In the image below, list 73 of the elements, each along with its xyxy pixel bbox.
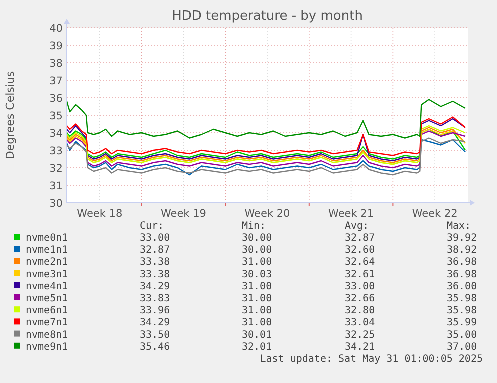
text: 33.96 bbox=[140, 306, 170, 317]
text: 38.92 bbox=[447, 245, 478, 256]
y-tick-label: 37 bbox=[50, 76, 63, 88]
y-axis-title: Degrees Celsius bbox=[4, 71, 17, 160]
text: 30.01 bbox=[242, 330, 272, 341]
x-tick-label: Week 20 bbox=[244, 208, 290, 220]
text: Min: bbox=[242, 220, 266, 232]
y-tick-label: 38 bbox=[50, 58, 63, 70]
text: 32.01 bbox=[242, 342, 272, 353]
text: 30.00 bbox=[242, 245, 272, 256]
x-tick-label: Week 18 bbox=[77, 208, 123, 220]
y-tick-label: 36 bbox=[50, 93, 64, 105]
legend-label: nvme0n1 bbox=[26, 233, 68, 244]
legend-label: nvme7n1 bbox=[26, 318, 68, 329]
y-tick-label: 30 bbox=[50, 198, 63, 210]
y-tick-label: 32 bbox=[50, 163, 63, 175]
legend-label: nvme8n1 bbox=[26, 330, 68, 341]
text: 31.00 bbox=[242, 294, 272, 304]
text: Max: bbox=[447, 220, 472, 232]
text: 32.87 bbox=[345, 233, 376, 244]
text: 36.98 bbox=[447, 269, 478, 280]
text: 32.61 bbox=[345, 269, 376, 280]
y-tick-label: 34 bbox=[50, 128, 64, 140]
y-tick-label: 33 bbox=[50, 146, 63, 158]
text: 32.80 bbox=[345, 306, 376, 317]
text: 32.66 bbox=[345, 294, 376, 304]
text: 32.64 bbox=[345, 257, 376, 268]
text: 34.29 bbox=[140, 318, 170, 329]
text: 33.00 bbox=[140, 233, 170, 244]
text: 36.00 bbox=[447, 281, 478, 292]
text: 33.38 bbox=[140, 257, 170, 268]
text: 32.87 bbox=[140, 245, 170, 256]
x-tick-label: Week 22 bbox=[412, 208, 458, 220]
legend-label: nvme3n1 bbox=[26, 269, 68, 280]
text: 31.00 bbox=[242, 318, 272, 329]
text: 36.98 bbox=[447, 257, 478, 268]
text: 33.00 bbox=[345, 281, 376, 292]
y-tick-label: 39 bbox=[50, 40, 63, 52]
text: 32.25 bbox=[345, 330, 376, 341]
text: 31.00 bbox=[242, 306, 272, 317]
text: 35.99 bbox=[447, 318, 478, 329]
text: 33.50 bbox=[140, 330, 170, 341]
chart-title: HDD temperature - by month bbox=[172, 9, 363, 24]
text: 32.60 bbox=[345, 245, 376, 256]
text: 35.00 bbox=[447, 330, 478, 341]
text: 37.00 bbox=[447, 342, 478, 353]
text: 35.46 bbox=[140, 342, 170, 353]
y-tick-label: 31 bbox=[50, 180, 63, 192]
legend-label: nvme4n1 bbox=[26, 281, 68, 292]
text: 34.29 bbox=[140, 281, 170, 292]
text: Last update: Sat May 31 01:00:05 2025 bbox=[260, 354, 483, 365]
text: 33.38 bbox=[140, 269, 170, 280]
text: 33.83 bbox=[140, 294, 170, 304]
text: Cur: bbox=[140, 220, 164, 232]
text: 39.92 bbox=[447, 233, 478, 244]
text: 30.03 bbox=[242, 269, 272, 280]
text: 35.98 bbox=[447, 294, 478, 304]
legend-label: nvme6n1 bbox=[26, 306, 68, 317]
x-tick-label: Week 21 bbox=[328, 208, 374, 220]
text: 34.21 bbox=[345, 342, 376, 353]
text: 31.00 bbox=[242, 257, 272, 268]
y-tick-label: 35 bbox=[50, 110, 63, 122]
legend-label: nvme1n1 bbox=[26, 245, 68, 256]
legend-label: nvme2n1 bbox=[26, 257, 68, 268]
legend-label: nvme9n1 bbox=[26, 342, 68, 353]
x-tick-label: Week 19 bbox=[160, 208, 206, 220]
text: 31.00 bbox=[242, 281, 272, 292]
y-tick-label: 40 bbox=[50, 23, 63, 35]
text: Avg: bbox=[345, 220, 370, 232]
legend-label: nvme5n1 bbox=[26, 294, 68, 304]
text: 30.00 bbox=[242, 233, 272, 244]
text: 35.98 bbox=[447, 306, 478, 317]
text: 33.04 bbox=[345, 318, 376, 329]
